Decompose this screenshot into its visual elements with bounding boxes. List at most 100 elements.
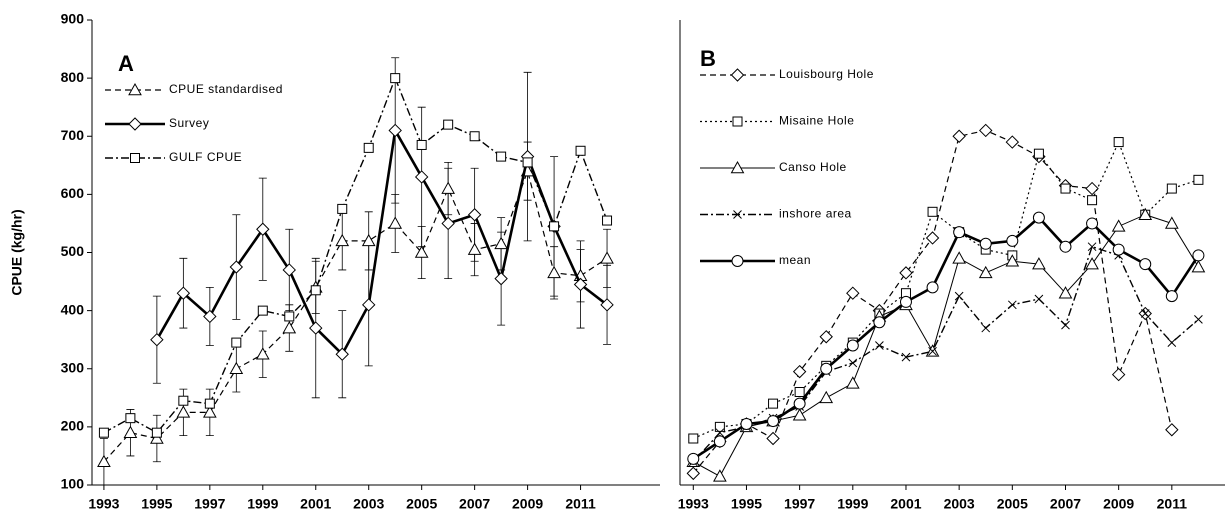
marker bbox=[846, 339, 859, 352]
marker bbox=[178, 395, 189, 406]
legend-label: GULF CPUE bbox=[169, 150, 242, 164]
marker bbox=[602, 215, 613, 226]
marker bbox=[467, 208, 482, 222]
marker bbox=[176, 286, 191, 300]
series-line bbox=[155, 126, 608, 357]
y-tick-label: 200 bbox=[61, 418, 85, 434]
marker bbox=[1005, 135, 1020, 149]
marker bbox=[686, 466, 700, 481]
marker bbox=[494, 236, 508, 250]
x-tick-label: 2007 bbox=[1050, 496, 1081, 512]
x-tick-label: 1993 bbox=[88, 496, 119, 512]
y-tick-label: 800 bbox=[61, 69, 85, 85]
marker bbox=[978, 265, 993, 279]
marker bbox=[1085, 257, 1099, 270]
marker bbox=[954, 291, 964, 301]
marker bbox=[1087, 195, 1098, 206]
marker bbox=[282, 321, 297, 334]
marker bbox=[522, 157, 533, 168]
series-line bbox=[692, 245, 1199, 463]
marker bbox=[899, 295, 912, 308]
marker bbox=[363, 142, 374, 153]
y-tick-label: 900 bbox=[61, 11, 85, 27]
marker bbox=[928, 346, 937, 356]
marker bbox=[98, 427, 109, 438]
marker bbox=[362, 298, 376, 312]
marker bbox=[848, 358, 858, 368]
marker bbox=[176, 405, 191, 418]
x-tick-label: 2001 bbox=[300, 496, 331, 512]
legend-marker bbox=[730, 68, 745, 82]
marker bbox=[151, 427, 162, 438]
legend-marker bbox=[128, 82, 142, 96]
marker bbox=[925, 231, 940, 245]
marker bbox=[713, 435, 726, 448]
marker bbox=[467, 242, 482, 255]
marker bbox=[256, 222, 270, 236]
x-tick-label: 1995 bbox=[141, 496, 172, 512]
marker bbox=[927, 206, 938, 217]
marker bbox=[1059, 240, 1072, 253]
marker bbox=[1112, 243, 1125, 256]
marker bbox=[1111, 219, 1126, 232]
marker bbox=[309, 321, 323, 335]
marker bbox=[1194, 314, 1203, 324]
marker bbox=[229, 260, 244, 274]
marker bbox=[335, 347, 349, 361]
legend-marker bbox=[128, 117, 142, 131]
marker bbox=[600, 251, 614, 264]
marker bbox=[441, 181, 456, 194]
marker bbox=[388, 216, 403, 229]
marker bbox=[575, 145, 586, 156]
marker bbox=[766, 431, 780, 446]
marker bbox=[1167, 338, 1177, 347]
marker bbox=[469, 131, 480, 142]
marker bbox=[1032, 211, 1045, 224]
marker bbox=[1005, 254, 1020, 267]
x-tick-label: 2007 bbox=[459, 496, 490, 512]
marker bbox=[284, 311, 295, 322]
marker bbox=[926, 281, 939, 294]
marker bbox=[1006, 234, 1019, 247]
series-line bbox=[693, 140, 1199, 440]
x-tick-label: 1993 bbox=[678, 496, 709, 512]
marker bbox=[845, 376, 860, 389]
marker bbox=[819, 390, 834, 404]
marker bbox=[573, 277, 588, 292]
marker bbox=[125, 413, 136, 424]
marker bbox=[981, 323, 991, 333]
legend-label: inshore area bbox=[779, 207, 852, 221]
marker bbox=[714, 421, 725, 432]
marker bbox=[1191, 260, 1206, 273]
legend-marker bbox=[732, 116, 743, 127]
x-tick-label: 2011 bbox=[565, 496, 596, 512]
marker bbox=[547, 265, 561, 279]
y-axis-label: CPUE (kg/hr) bbox=[9, 209, 25, 295]
legend-marker bbox=[730, 160, 745, 174]
x-tick-label: 2001 bbox=[890, 496, 921, 512]
marker bbox=[496, 151, 507, 162]
marker bbox=[337, 203, 348, 214]
marker bbox=[792, 364, 807, 379]
x-tick-label: 1997 bbox=[194, 496, 225, 512]
marker bbox=[202, 405, 217, 418]
x-tick-label: 1999 bbox=[837, 496, 868, 512]
marker bbox=[414, 170, 429, 184]
marker bbox=[150, 332, 164, 347]
x-tick-label: 2005 bbox=[997, 496, 1028, 512]
y-tick-label: 100 bbox=[61, 476, 85, 492]
marker bbox=[1034, 294, 1044, 304]
marker bbox=[390, 73, 401, 84]
marker bbox=[282, 263, 296, 277]
marker bbox=[414, 245, 429, 258]
marker bbox=[416, 139, 427, 150]
marker bbox=[1085, 181, 1099, 196]
marker bbox=[494, 271, 508, 286]
marker bbox=[1166, 183, 1177, 194]
x-tick-label: 2003 bbox=[353, 496, 384, 512]
marker bbox=[441, 216, 455, 231]
marker bbox=[687, 452, 700, 465]
marker bbox=[901, 352, 911, 362]
marker bbox=[229, 361, 244, 375]
